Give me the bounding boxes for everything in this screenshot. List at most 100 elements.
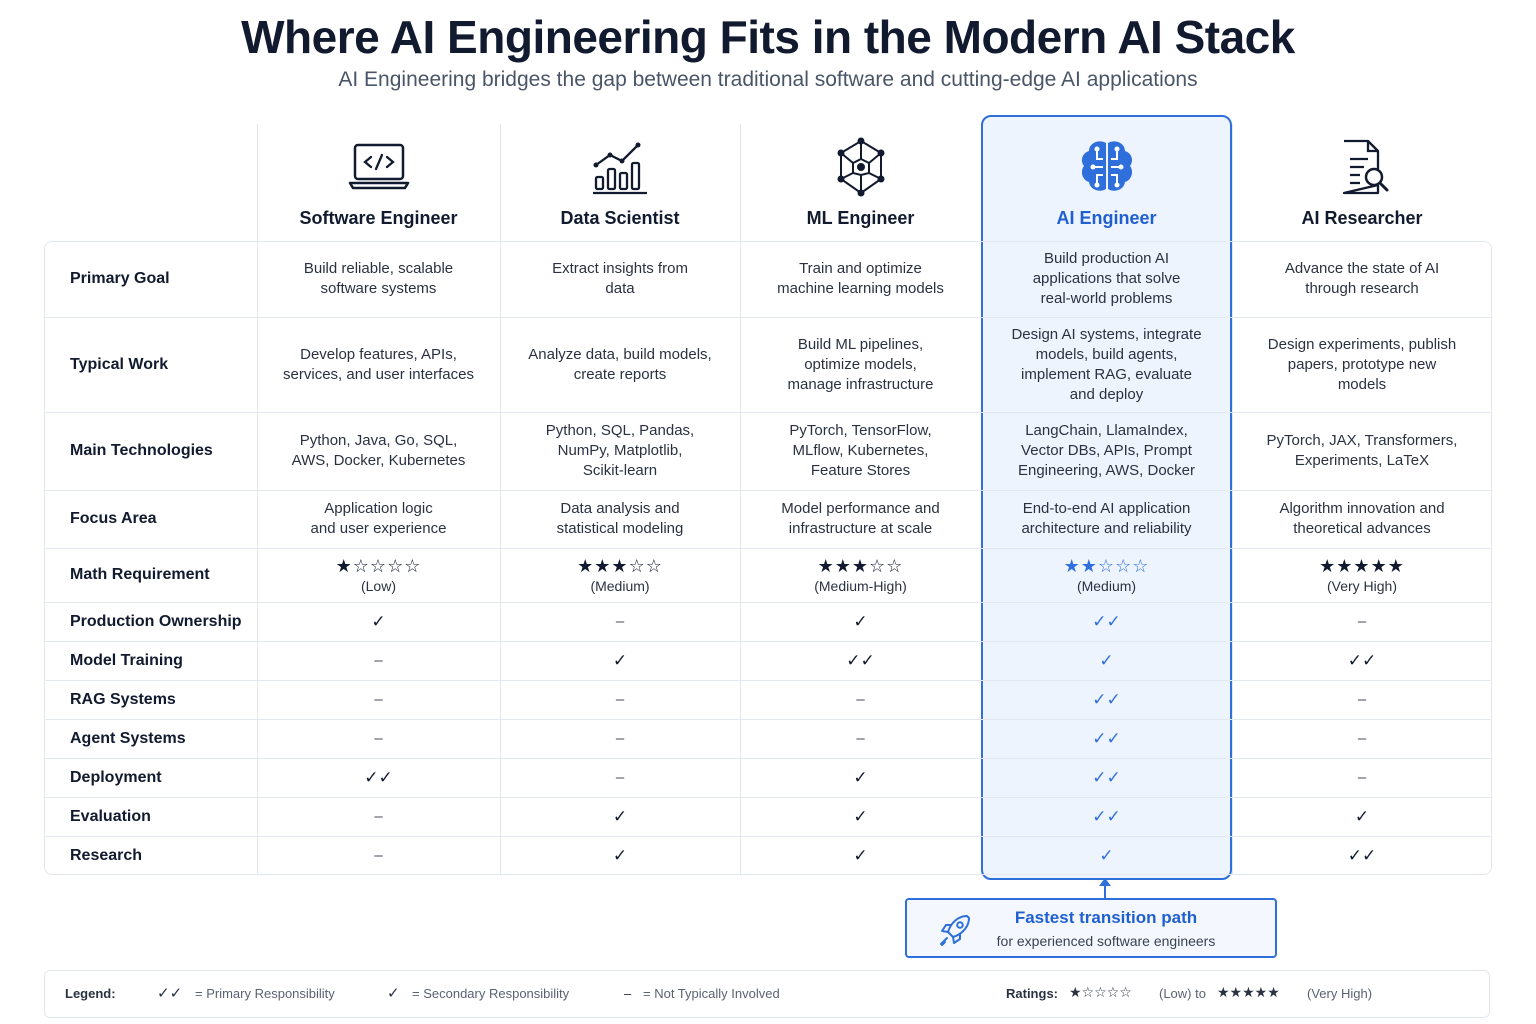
primary-check-mark: ✓✓: [1092, 728, 1121, 748]
stars: ★★★☆☆: [817, 556, 904, 576]
row-divider: [44, 317, 1492, 318]
secondary-check-mark: ✓: [612, 650, 628, 670]
page-title: Where AI Engineering Fits in the Modern …: [241, 11, 1295, 63]
stars: ★★★★★: [1319, 556, 1405, 576]
table-cell: PyTorch, JAX, Transformers, Experiments,…: [1266, 432, 1458, 469]
legend-none-mark: –: [624, 986, 632, 1001]
table-cell: Application logic and user experience: [310, 500, 447, 537]
row-label: Math Requirement: [70, 566, 210, 583]
secondary-check-mark: ✓: [1354, 806, 1370, 826]
math-rating-cell: ★☆☆☆☆ (Low): [257, 548, 500, 602]
not-involved-mark: –: [615, 729, 625, 747]
legend-label: Legend:: [65, 986, 116, 1001]
row-divider: [44, 719, 1492, 720]
math-rating-cell: ★★★☆☆ (Medium): [500, 548, 740, 602]
not-involved-mark: –: [856, 729, 865, 747]
column-header-ai-engineer: AI Engineer: [981, 125, 1232, 241]
star-rating: ★★★★★ (Very High): [1319, 555, 1405, 595]
callout-subtitle: for experienced software engineers: [996, 933, 1216, 949]
column-divider: [257, 124, 258, 875]
column-divider: [1232, 124, 1233, 875]
math-rating-cell: ★★★★★ (Very High): [1232, 548, 1492, 602]
legend-primary-mark: ✓✓: [157, 985, 183, 1002]
secondary-check-mark: ✓: [853, 845, 868, 865]
legend-bar: Legend: ✓✓ = Primary Responsibility ✓ = …: [44, 970, 1490, 1018]
legend-high-stars: ★★★★★: [1217, 984, 1280, 1000]
secondary-check-mark: ✓: [853, 611, 868, 631]
row-label: Production Ownership: [70, 612, 242, 630]
row-label: RAG Systems: [70, 690, 176, 708]
table-cell: Python, SQL, Pandas, NumPy, Matplotlib, …: [545, 422, 695, 479]
primary-check-mark: ✓✓: [1092, 611, 1121, 631]
secondary-check-mark: ✓: [1099, 650, 1114, 670]
row-divider: [44, 490, 1492, 491]
legend-high-text: (Very High): [1307, 986, 1373, 1001]
star-rating: ★☆☆☆☆ (Low): [336, 555, 422, 595]
table-cell: Design experiments, publish papers, prot…: [1267, 335, 1457, 393]
row-divider: [44, 836, 1492, 837]
document-search-icon: [1342, 139, 1389, 195]
table-cell: Train and optimize machine learning mode…: [777, 260, 944, 297]
star-rating: ★★☆☆☆ (Medium): [1064, 555, 1150, 595]
callout-title: Fastest transition path: [1014, 908, 1198, 927]
legend-primary-text: = Primary Responsibility: [195, 986, 335, 1001]
math-rating-cell: ★★★☆☆ (Medium-High): [740, 548, 981, 602]
table-cell: Data analysis and statistical modeling: [556, 500, 684, 537]
column-label: ML Engineer: [806, 208, 915, 228]
secondary-check-mark: ✓: [371, 611, 386, 631]
not-involved-mark: –: [374, 651, 383, 669]
table-cell: Advance the state of AI through research: [1284, 260, 1440, 297]
rating-text: (Medium): [1076, 578, 1137, 594]
primary-check-mark: ✓✓: [1092, 767, 1121, 787]
table-cell: Extract insights from data: [552, 260, 688, 297]
brain-circuit-icon: [1081, 141, 1132, 191]
row-label: Focus Area: [70, 510, 157, 527]
table-cell: Design AI systems, integrate models, bui…: [1011, 325, 1202, 403]
column-divider: [740, 124, 741, 875]
table-cell: LangChain, LlamaIndex, Vector DBs, APIs,…: [1017, 422, 1196, 479]
primary-check-mark: ✓✓: [364, 767, 393, 787]
legend-low-text: (Low) to: [1159, 986, 1206, 1001]
not-involved-mark: –: [1357, 729, 1367, 747]
table-cell: Analyze data, build models, create repor…: [528, 345, 712, 383]
table-cell: Build reliable, scalable software system…: [303, 260, 454, 297]
table-cell: Model performance and infrastructure at …: [781, 500, 940, 537]
primary-check-mark: ✓✓: [1092, 689, 1121, 709]
row-divider: [44, 412, 1492, 413]
stars: ★★☆☆☆: [1063, 556, 1150, 576]
math-rating-cell: ★★☆☆☆ (Medium): [981, 548, 1232, 602]
row-divider: [44, 758, 1492, 759]
not-involved-mark: –: [374, 690, 383, 708]
star-rating: ★★★☆☆ (Medium): [577, 555, 663, 595]
row-label: Primary Goal: [70, 270, 170, 287]
not-involved-mark: –: [615, 690, 625, 708]
row-divider: [44, 548, 1492, 549]
row-label: Deployment: [70, 768, 162, 786]
row-label: Typical Work: [70, 355, 169, 373]
row-divider: [44, 680, 1492, 681]
highlight-column-ai-engineer: [981, 115, 1232, 880]
secondary-check-mark: ✓: [612, 806, 628, 826]
not-involved-mark: –: [374, 807, 383, 825]
row-divider: [44, 797, 1492, 798]
row-label: Main Technologies: [70, 442, 213, 459]
legend-secondary-text: = Secondary Responsibility: [412, 986, 570, 1001]
not-involved-mark: –: [374, 729, 383, 747]
table-cell: PyTorch, TensorFlow, MLflow, Kubernetes,…: [789, 422, 932, 479]
legend-secondary-mark: ✓: [387, 985, 400, 1002]
bar-chart-icon: [593, 142, 647, 195]
rocket-icon: [940, 915, 970, 946]
column-label: AI Engineer: [1056, 208, 1157, 228]
not-involved-mark: –: [1357, 768, 1367, 786]
page-subtitle: AI Engineering bridges the gap between t…: [338, 68, 1198, 91]
primary-check-mark: ✓✓: [846, 650, 875, 670]
row-divider: [44, 641, 1492, 642]
secondary-check-mark: ✓: [612, 845, 628, 865]
not-involved-mark: –: [1357, 690, 1367, 708]
not-involved-mark: –: [856, 690, 865, 708]
not-involved-mark: –: [1357, 612, 1367, 630]
column-label: Data Scientist: [560, 208, 680, 228]
column-header-data-scientist: Data Scientist: [500, 125, 740, 241]
secondary-check-mark: ✓: [853, 806, 868, 826]
table-cell: Build production AI applications that so…: [1032, 250, 1181, 307]
